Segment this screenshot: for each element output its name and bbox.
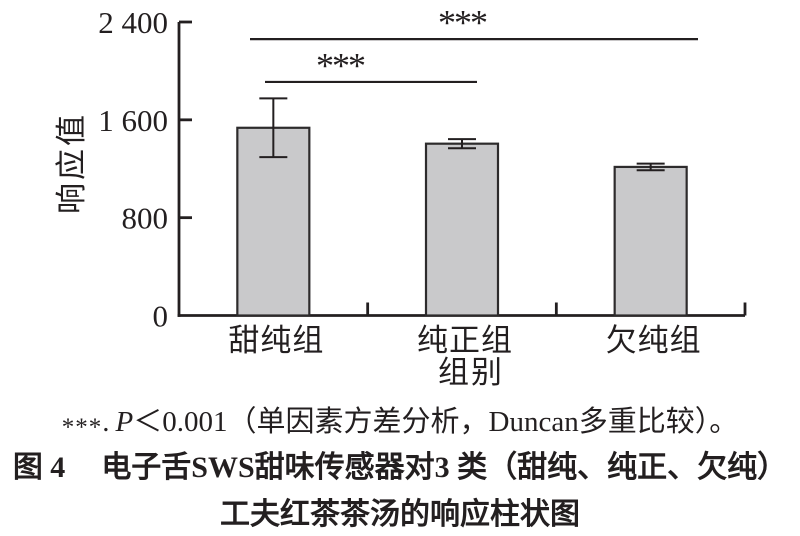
caption-separator: . <box>102 406 110 438</box>
x-category-label: 纯正组 <box>417 323 513 358</box>
bar-chart: 0 800 1 600 2 400 甜纯组 纯正组 欠纯组 *** *** 组别 响应值 <box>54 3 747 390</box>
x-axis-title: 组别 <box>438 355 504 390</box>
y-tick-label: 0 <box>153 299 169 334</box>
caption-note: ***. P＜0.001（单因素方差分析，Duncan多重比较）。 <box>0 404 800 442</box>
x-category-label: 甜纯组 <box>228 323 324 358</box>
significance-stars-0: *** <box>316 45 365 85</box>
x-category-label: 欠纯组 <box>606 323 702 358</box>
figure-title-line2: 工夫红茶茶汤的响应柱状图 <box>220 498 580 531</box>
bar-0 <box>236 126 311 317</box>
bar-1 <box>424 142 500 317</box>
caption-p-symbol: P <box>115 406 134 438</box>
y-tick-label: 1 600 <box>98 103 168 138</box>
figure-title: 图 4 电子舌SWS甜味传感器对3 类（甜纯、纯正、欠纯） <box>0 450 800 486</box>
figure-title-line1: 电子舌SWS甜味传感器对3 类（甜纯、纯正、欠纯） <box>101 451 788 484</box>
y-axis-title: 响应值 <box>54 112 89 214</box>
y-tick-label: 800 <box>122 201 169 236</box>
y-tick-label: 2 400 <box>98 5 168 40</box>
figure-number: 图 4 <box>12 451 66 484</box>
significance-stars-1: *** <box>438 3 487 43</box>
caption-text: ＜0.001（单因素方差分析，Duncan多重比较）。 <box>133 406 739 438</box>
caption-significance-stars: *** <box>61 414 103 441</box>
bar-2 <box>613 165 688 317</box>
